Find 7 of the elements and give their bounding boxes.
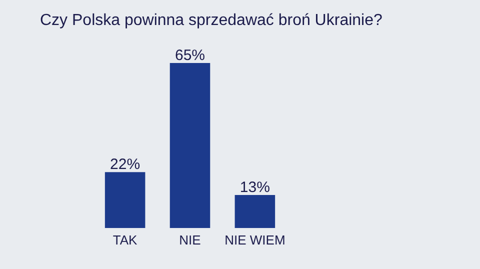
data-label: 65% <box>174 47 206 64</box>
data-label: 22% <box>110 156 140 174</box>
data-label: 13% <box>240 179 270 196</box>
x-tick-label: NIE <box>179 232 202 248</box>
chart-title: Czy Polska powinna sprzedawać broń Ukrainie? <box>40 12 382 29</box>
x-tick-label: NIE WIEM <box>224 232 286 248</box>
x-tick-label: TAK <box>112 232 138 248</box>
